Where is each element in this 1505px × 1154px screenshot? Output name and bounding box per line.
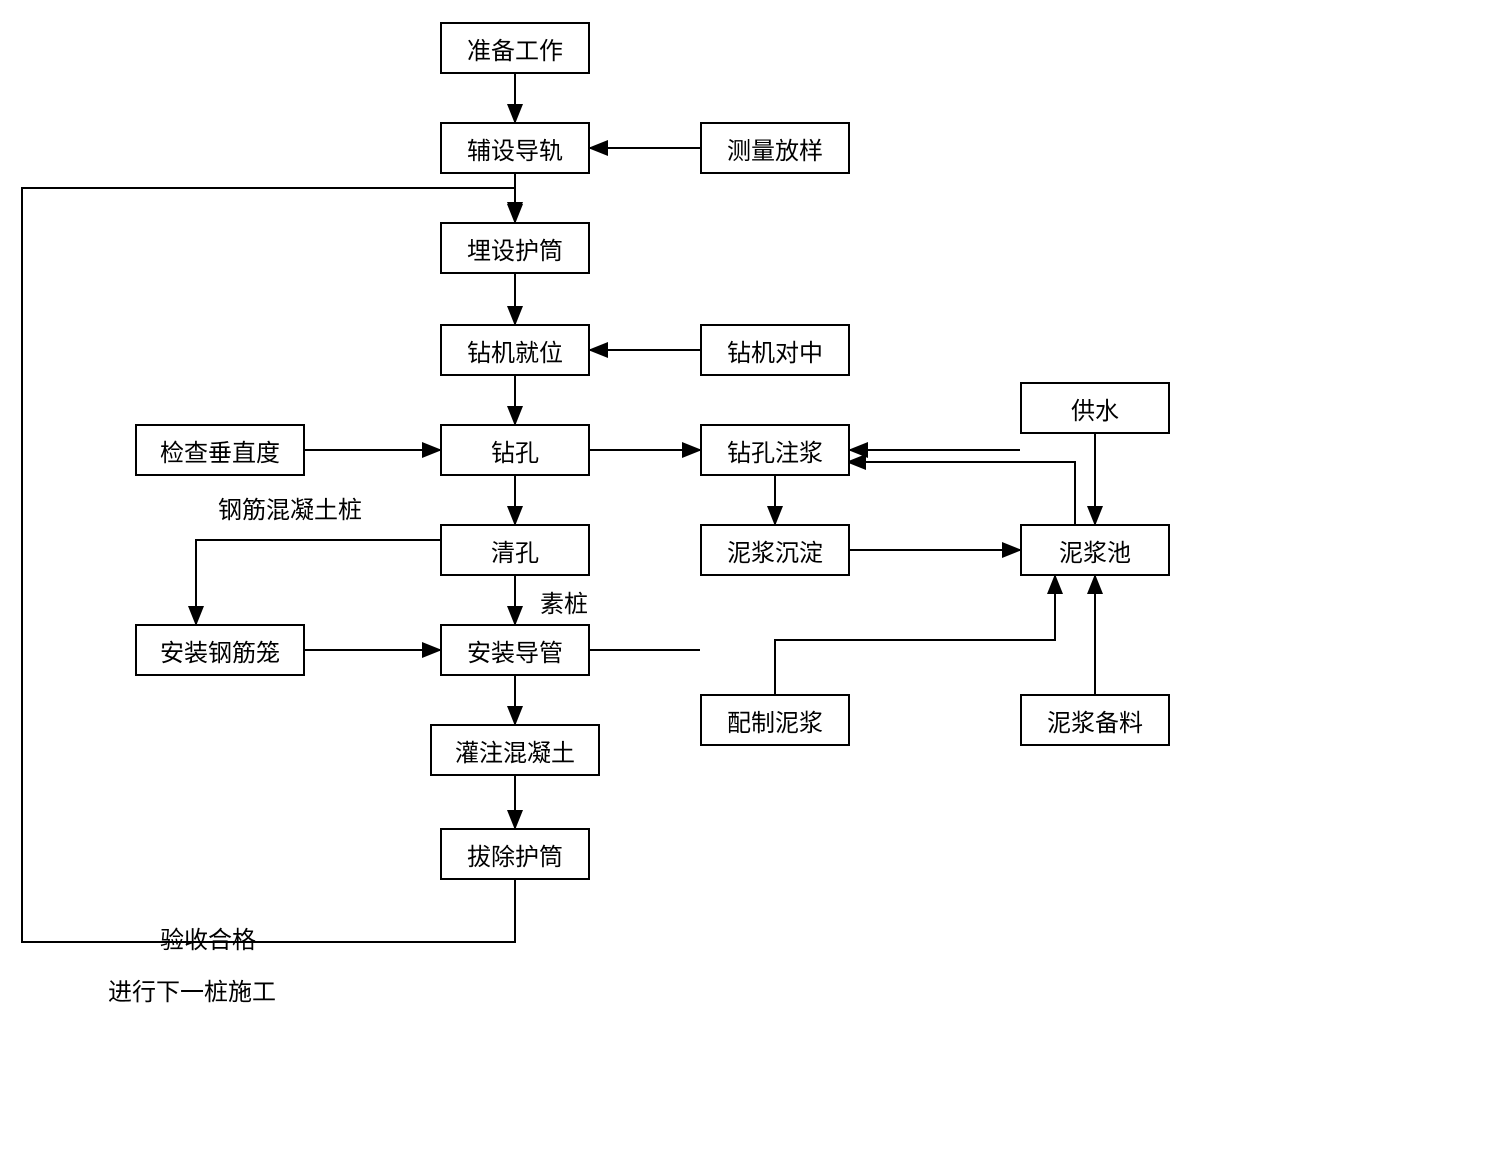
node-label: 测量放样 bbox=[727, 131, 823, 166]
label-l3: 验收合格 bbox=[160, 920, 256, 955]
node-label: 灌注混凝土 bbox=[455, 733, 575, 768]
node-label: 钻孔 bbox=[491, 433, 539, 468]
node-n10: 供水 bbox=[1020, 382, 1170, 434]
label-l2: 素桩 bbox=[540, 584, 588, 619]
node-label: 配制泥浆 bbox=[727, 703, 823, 738]
node-label: 清孔 bbox=[491, 533, 539, 568]
node-label: 拔除护筒 bbox=[467, 837, 563, 872]
node-label: 安装钢筋笼 bbox=[160, 633, 280, 668]
node-n15: 安装导管 bbox=[440, 624, 590, 676]
label-l4: 进行下一桩施工 bbox=[108, 972, 276, 1007]
node-n9: 钻孔注浆 bbox=[700, 424, 850, 476]
node-label: 检查垂直度 bbox=[160, 433, 280, 468]
node-n2: 辅设导轨 bbox=[440, 122, 590, 174]
edge-n13-n9 bbox=[848, 462, 1075, 524]
node-label: 辅设导轨 bbox=[467, 131, 563, 166]
node-n16: 配制泥浆 bbox=[700, 694, 850, 746]
node-n3: 测量放样 bbox=[700, 122, 850, 174]
node-n19: 拔除护筒 bbox=[440, 828, 590, 880]
node-n8: 钻孔 bbox=[440, 424, 590, 476]
node-label: 钻机就位 bbox=[467, 333, 563, 368]
node-label: 埋设护筒 bbox=[467, 231, 563, 266]
node-n18: 灌注混凝土 bbox=[430, 724, 600, 776]
node-n17: 泥浆备料 bbox=[1020, 694, 1170, 746]
node-label: 泥浆池 bbox=[1059, 533, 1131, 568]
node-n5: 钻机就位 bbox=[440, 324, 590, 376]
node-n12: 泥浆沉淀 bbox=[700, 524, 850, 576]
node-n7: 检查垂直度 bbox=[135, 424, 305, 476]
node-label: 泥浆备料 bbox=[1047, 703, 1143, 738]
edge-n11-n14 bbox=[196, 540, 440, 624]
node-label: 钻孔注浆 bbox=[727, 433, 823, 468]
node-n1: 准备工作 bbox=[440, 22, 590, 74]
node-label: 供水 bbox=[1071, 391, 1119, 426]
node-n4: 埋设护筒 bbox=[440, 222, 590, 274]
node-label: 准备工作 bbox=[467, 31, 563, 66]
label-l1: 钢筋混凝土桩 bbox=[218, 490, 362, 525]
node-n13: 泥浆池 bbox=[1020, 524, 1170, 576]
node-n6: 钻机对中 bbox=[700, 324, 850, 376]
node-label: 泥浆沉淀 bbox=[727, 533, 823, 568]
node-label: 安装导管 bbox=[467, 633, 563, 668]
node-n14: 安装钢筋笼 bbox=[135, 624, 305, 676]
edge-n16-n13 bbox=[775, 576, 1055, 694]
node-n11: 清孔 bbox=[440, 524, 590, 576]
node-label: 钻机对中 bbox=[727, 333, 823, 368]
